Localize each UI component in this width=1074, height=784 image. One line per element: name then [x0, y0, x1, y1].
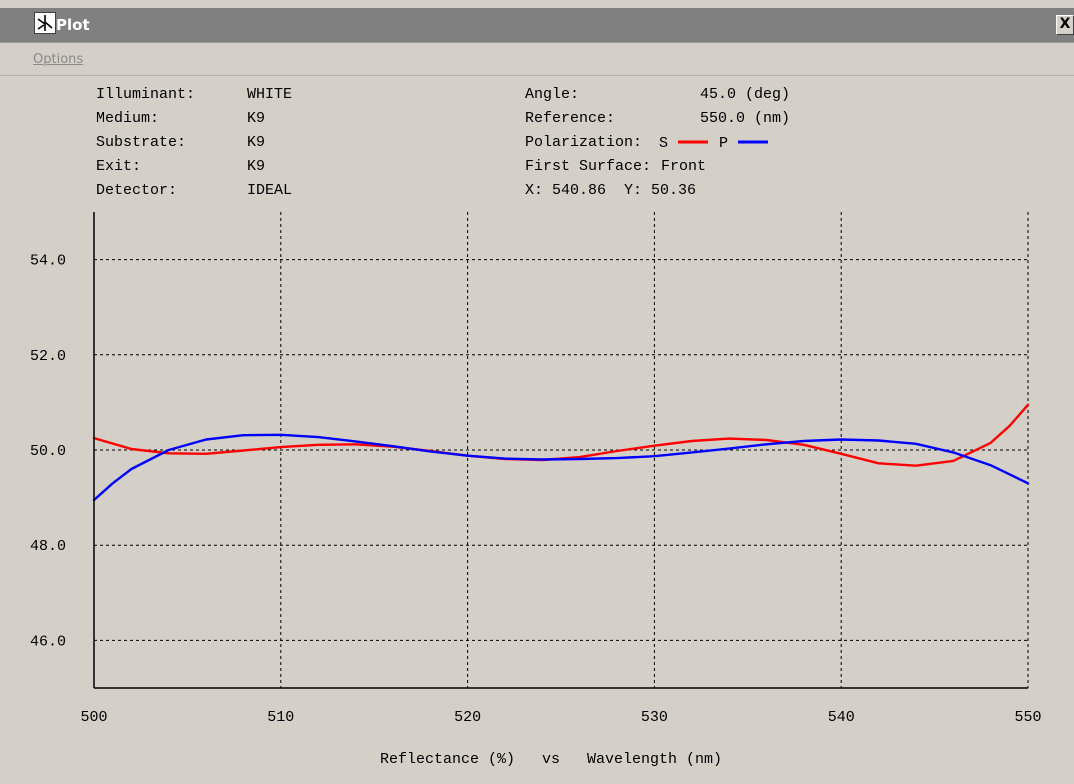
legend-label-p: P	[719, 135, 728, 152]
window-title: Plot	[56, 16, 90, 34]
y-tick-label: 54.0	[30, 253, 66, 270]
x-tick-label: 510	[267, 709, 294, 726]
substrate-label: Substrate:	[96, 134, 187, 151]
illuminant-label: Illuminant:	[96, 86, 196, 103]
detector-value: IDEAL	[247, 182, 293, 199]
cursor-readout: X: 540.86 Y: 50.36	[525, 182, 697, 199]
exit-label: Exit:	[96, 158, 142, 175]
exit-value: K9	[247, 158, 266, 175]
y-tick-label: 46.0	[30, 633, 66, 650]
medium-label: Medium:	[96, 110, 160, 127]
legend-label-s: S	[659, 135, 668, 152]
angle-value: 45.0 (deg)	[700, 86, 791, 103]
y-tick-label: 48.0	[30, 538, 66, 555]
menu-item-options[interactable]: Options	[33, 52, 84, 67]
reference-value: 550.0 (nm)	[700, 110, 791, 127]
title-bar[interactable]	[0, 8, 1074, 43]
substrate-value: K9	[247, 134, 266, 151]
app-logo-icon	[34, 12, 56, 34]
reference-label: Reference:	[525, 110, 616, 127]
polarization-label: Polarization:	[525, 134, 643, 151]
series-line-s	[92, 403, 1030, 467]
y-tick-label: 52.0	[30, 348, 66, 365]
first-surface-label: First Surface:	[525, 158, 652, 175]
first-surface-value: Front	[661, 158, 707, 175]
x-tick-label: 550	[1014, 709, 1041, 726]
series-line-p	[92, 433, 1030, 502]
illuminant-value: WHITE	[247, 86, 293, 103]
menu-bar	[0, 43, 1074, 76]
close-button[interactable]: X	[1056, 15, 1074, 35]
x-tick-label: 500	[80, 709, 107, 726]
medium-value: K9	[247, 110, 266, 127]
x-axis-title: Reflectance (%) vs Wavelength (nm)	[380, 751, 722, 768]
angle-label: Angle:	[525, 86, 580, 103]
detector-label: Detector:	[96, 182, 178, 199]
x-tick-label: 540	[828, 709, 855, 726]
x-tick-label: 520	[454, 709, 481, 726]
y-tick-label: 50.0	[30, 443, 66, 460]
x-tick-label: 530	[641, 709, 668, 726]
